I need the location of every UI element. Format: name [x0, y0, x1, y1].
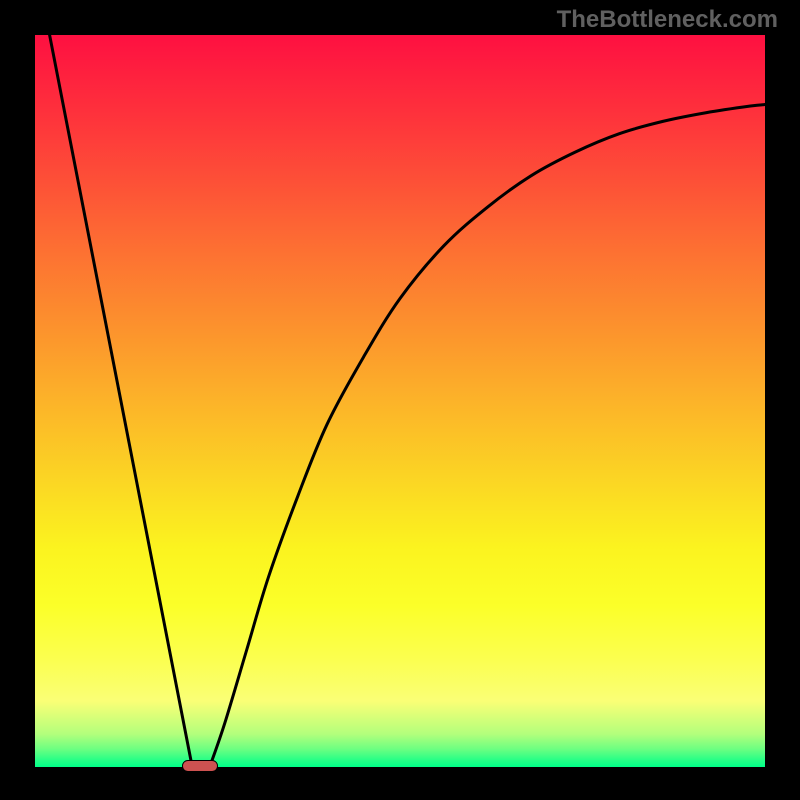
chart-container: { "watermark": { "text": "TheBottleneck.… [0, 0, 800, 800]
plot-area [35, 35, 765, 767]
bottleneck-curve [35, 35, 765, 767]
minimum-marker [182, 760, 219, 772]
watermark-text: TheBottleneck.com [557, 6, 778, 34]
